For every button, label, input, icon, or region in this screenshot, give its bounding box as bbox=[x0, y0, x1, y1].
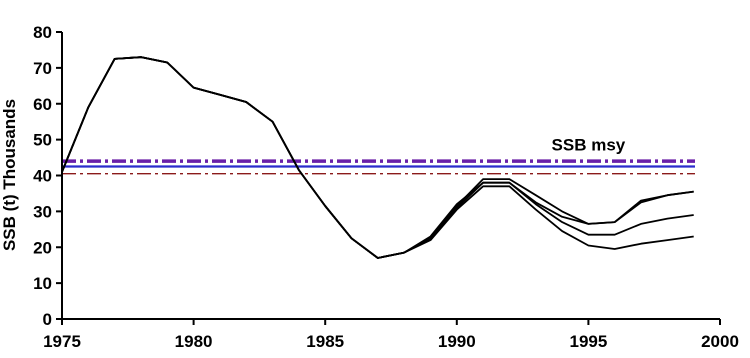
y-tick-label: 80 bbox=[33, 23, 52, 42]
series-line-3 bbox=[61, 56, 694, 259]
y-tick-label: 30 bbox=[33, 202, 52, 221]
series-line-4 bbox=[61, 56, 694, 259]
series-lines bbox=[61, 56, 694, 259]
x-tick-label: 1980 bbox=[175, 332, 213, 351]
x-tick-label: 1990 bbox=[438, 332, 476, 351]
y-tick-label: 70 bbox=[33, 59, 52, 78]
reference-lines bbox=[62, 159, 695, 175]
y-tick-label: 40 bbox=[33, 167, 52, 186]
y-tick-label: 60 bbox=[33, 95, 52, 114]
y-tick-label: 10 bbox=[33, 274, 52, 293]
x-tick-label: 1975 bbox=[43, 332, 81, 351]
axes bbox=[61, 32, 720, 320]
x-ticks: 1975 1980 1985 1990 1995 2000 bbox=[43, 319, 739, 351]
y-tick-label: 50 bbox=[33, 131, 52, 150]
y-ticks: 0 10 20 30 40 50 60 70 80 bbox=[33, 23, 62, 329]
series-line-2 bbox=[61, 56, 694, 259]
y-tick-label: 20 bbox=[33, 238, 52, 257]
x-tick-label: 1985 bbox=[306, 332, 344, 351]
y-tick-label: 0 bbox=[43, 310, 52, 329]
series-line-1 bbox=[61, 56, 694, 259]
annotation-ssb-msy: SSB msy bbox=[552, 135, 626, 154]
x-tick-label: 2000 bbox=[701, 332, 739, 351]
annotations: SSB msy bbox=[552, 135, 626, 154]
y-axis-title: SSB (t) Thousands bbox=[0, 99, 19, 251]
x-tick-label: 1995 bbox=[569, 332, 607, 351]
